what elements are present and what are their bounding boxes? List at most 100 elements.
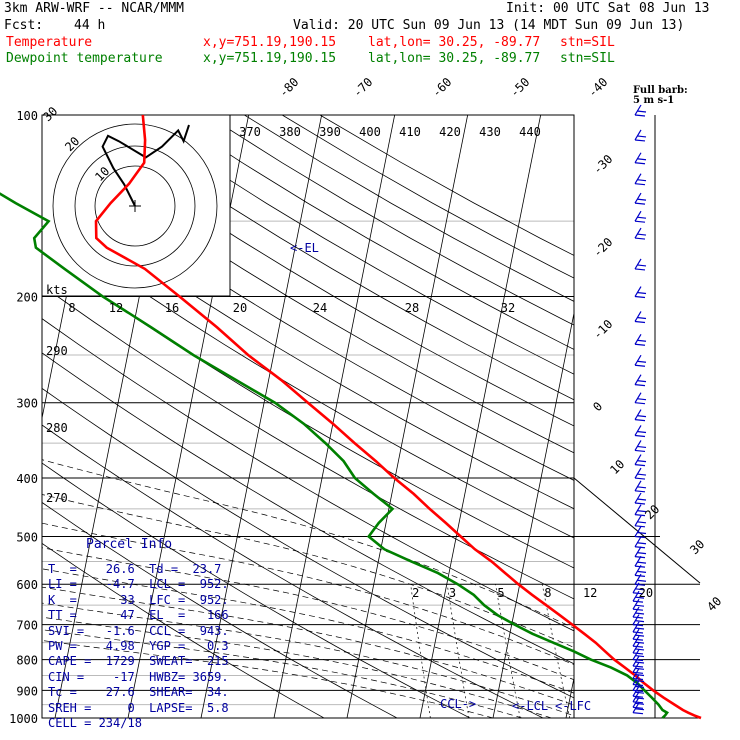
barb-flag [636, 498, 647, 501]
barb-flag [636, 460, 647, 463]
dry-adiabat [319, 115, 574, 256]
barb-staff [634, 227, 642, 239]
forecast-label: Fcst: [4, 18, 44, 33]
dry-adiabat [168, 115, 574, 350]
barb-staff [634, 173, 642, 185]
parcel-info: Parcel Info T = 26.6 Td = 23.7 LI = -4.7 … [44, 538, 230, 731]
barb-flag [632, 608, 644, 611]
barb-flag [632, 695, 644, 698]
parcel-info-row: T = 26.6 Td = 23.7 [48, 562, 222, 576]
pressure-tick-label: 200 [16, 291, 38, 305]
barb-flag [634, 697, 645, 700]
barb-flag [636, 430, 647, 434]
barb-flag [634, 114, 646, 117]
hodograph-track [101, 124, 190, 207]
model-title: 3km ARW-WRF -- NCAR/MMM [4, 1, 185, 16]
theta-top-label: 420 [439, 125, 461, 139]
dry-adiabat [42, 462, 471, 718]
barb-flag [636, 339, 647, 342]
parcel-info-row: CIN = -17 HWBZ= 3659. [48, 669, 229, 684]
dry-adiabat [42, 387, 574, 699]
isotherm [273, 115, 396, 718]
lcl-marker: <-LCL [512, 699, 548, 713]
barb-flag [636, 264, 647, 267]
wind-barb [632, 614, 645, 627]
barb-staff [632, 614, 640, 625]
barb-flag [632, 600, 644, 603]
barb-flag [636, 510, 647, 513]
wind-barb [634, 425, 647, 438]
barb-staff [634, 286, 642, 297]
wind-barb [634, 192, 647, 205]
moist-adiabat [42, 629, 523, 718]
legend-temp-xy: x,y=751.19,190.15 [203, 35, 337, 50]
wind-barbs [632, 104, 647, 715]
barb-flag [634, 525, 646, 528]
barb-flag [636, 570, 647, 573]
legend-dewpoint: Dewpoint temperature [6, 51, 163, 66]
parcel-info-row: PW = 4.98 YGP = 0.3 [48, 639, 229, 654]
barb-staff [634, 152, 642, 164]
hodograph-ring [52, 123, 218, 289]
wind-scale-label: 16 [165, 301, 179, 315]
barb-flag [634, 619, 645, 623]
barb-flag [632, 592, 644, 595]
wind-barb [634, 227, 647, 240]
barb-flag [634, 477, 646, 480]
barb-flag [634, 384, 646, 387]
barb-flag [634, 402, 646, 405]
dry-adiabat [42, 501, 398, 718]
temperature-tick-label: 0 [590, 399, 605, 414]
mixing-ratio-label: 20 [639, 586, 653, 600]
barb-flag [634, 464, 646, 467]
pressure-tick-label: 500 [16, 530, 38, 544]
barb-flag [634, 708, 645, 711]
barb-flag [634, 202, 646, 205]
barb-flag [634, 627, 645, 630]
barb-flag [634, 685, 645, 689]
legend-temperature: Temperature [6, 35, 93, 50]
dry-adiabat [55, 115, 574, 427]
dry-adiabat [130, 115, 574, 375]
wind-barb [632, 642, 645, 655]
barb-flag [634, 667, 645, 670]
theta-top-label: 440 [519, 125, 541, 139]
barb-flag [632, 631, 644, 634]
dry-adiabat [42, 352, 574, 665]
barb-staff [634, 555, 642, 567]
wind-barb [634, 354, 647, 367]
barb-flag [634, 514, 646, 517]
barb-staff [632, 655, 640, 667]
barb-staff [632, 668, 640, 679]
parcel-info-row: TT = 47 EL = 166 [48, 608, 229, 623]
wind-barb [634, 515, 647, 528]
barb-flag [634, 702, 645, 705]
barb-staff [632, 635, 640, 647]
barb-staff [634, 454, 642, 465]
dry-adiabat [42, 424, 544, 718]
barb-staff [634, 526, 642, 537]
theta-top-label: 410 [399, 125, 421, 139]
parcel-info-row: SREH = 0 LAPSE= 5.8 [48, 700, 229, 715]
wind-barb [634, 152, 647, 165]
moist-adiabat [42, 602, 574, 717]
barb-flag [632, 712, 644, 715]
barb-staff [634, 515, 642, 527]
dry-adiabat [206, 115, 574, 326]
barb-staff [634, 425, 642, 436]
barb-staff [634, 504, 642, 515]
wind-scale-label: 32 [501, 301, 515, 315]
parcel-info-row: Tc = 27.6 SHEAR= 34. [48, 685, 229, 700]
barb-flag [634, 535, 646, 539]
isotherm [200, 115, 323, 718]
barb-flag [634, 183, 646, 186]
wind-barb [634, 492, 647, 505]
barb-flag [632, 658, 644, 662]
barb-flag [634, 596, 645, 599]
barb-flag [632, 623, 644, 627]
barb-flag [634, 162, 646, 165]
barb-flag [636, 380, 647, 383]
wind-barb [634, 536, 647, 549]
isotherm [346, 115, 469, 718]
barb-flag [634, 343, 646, 346]
